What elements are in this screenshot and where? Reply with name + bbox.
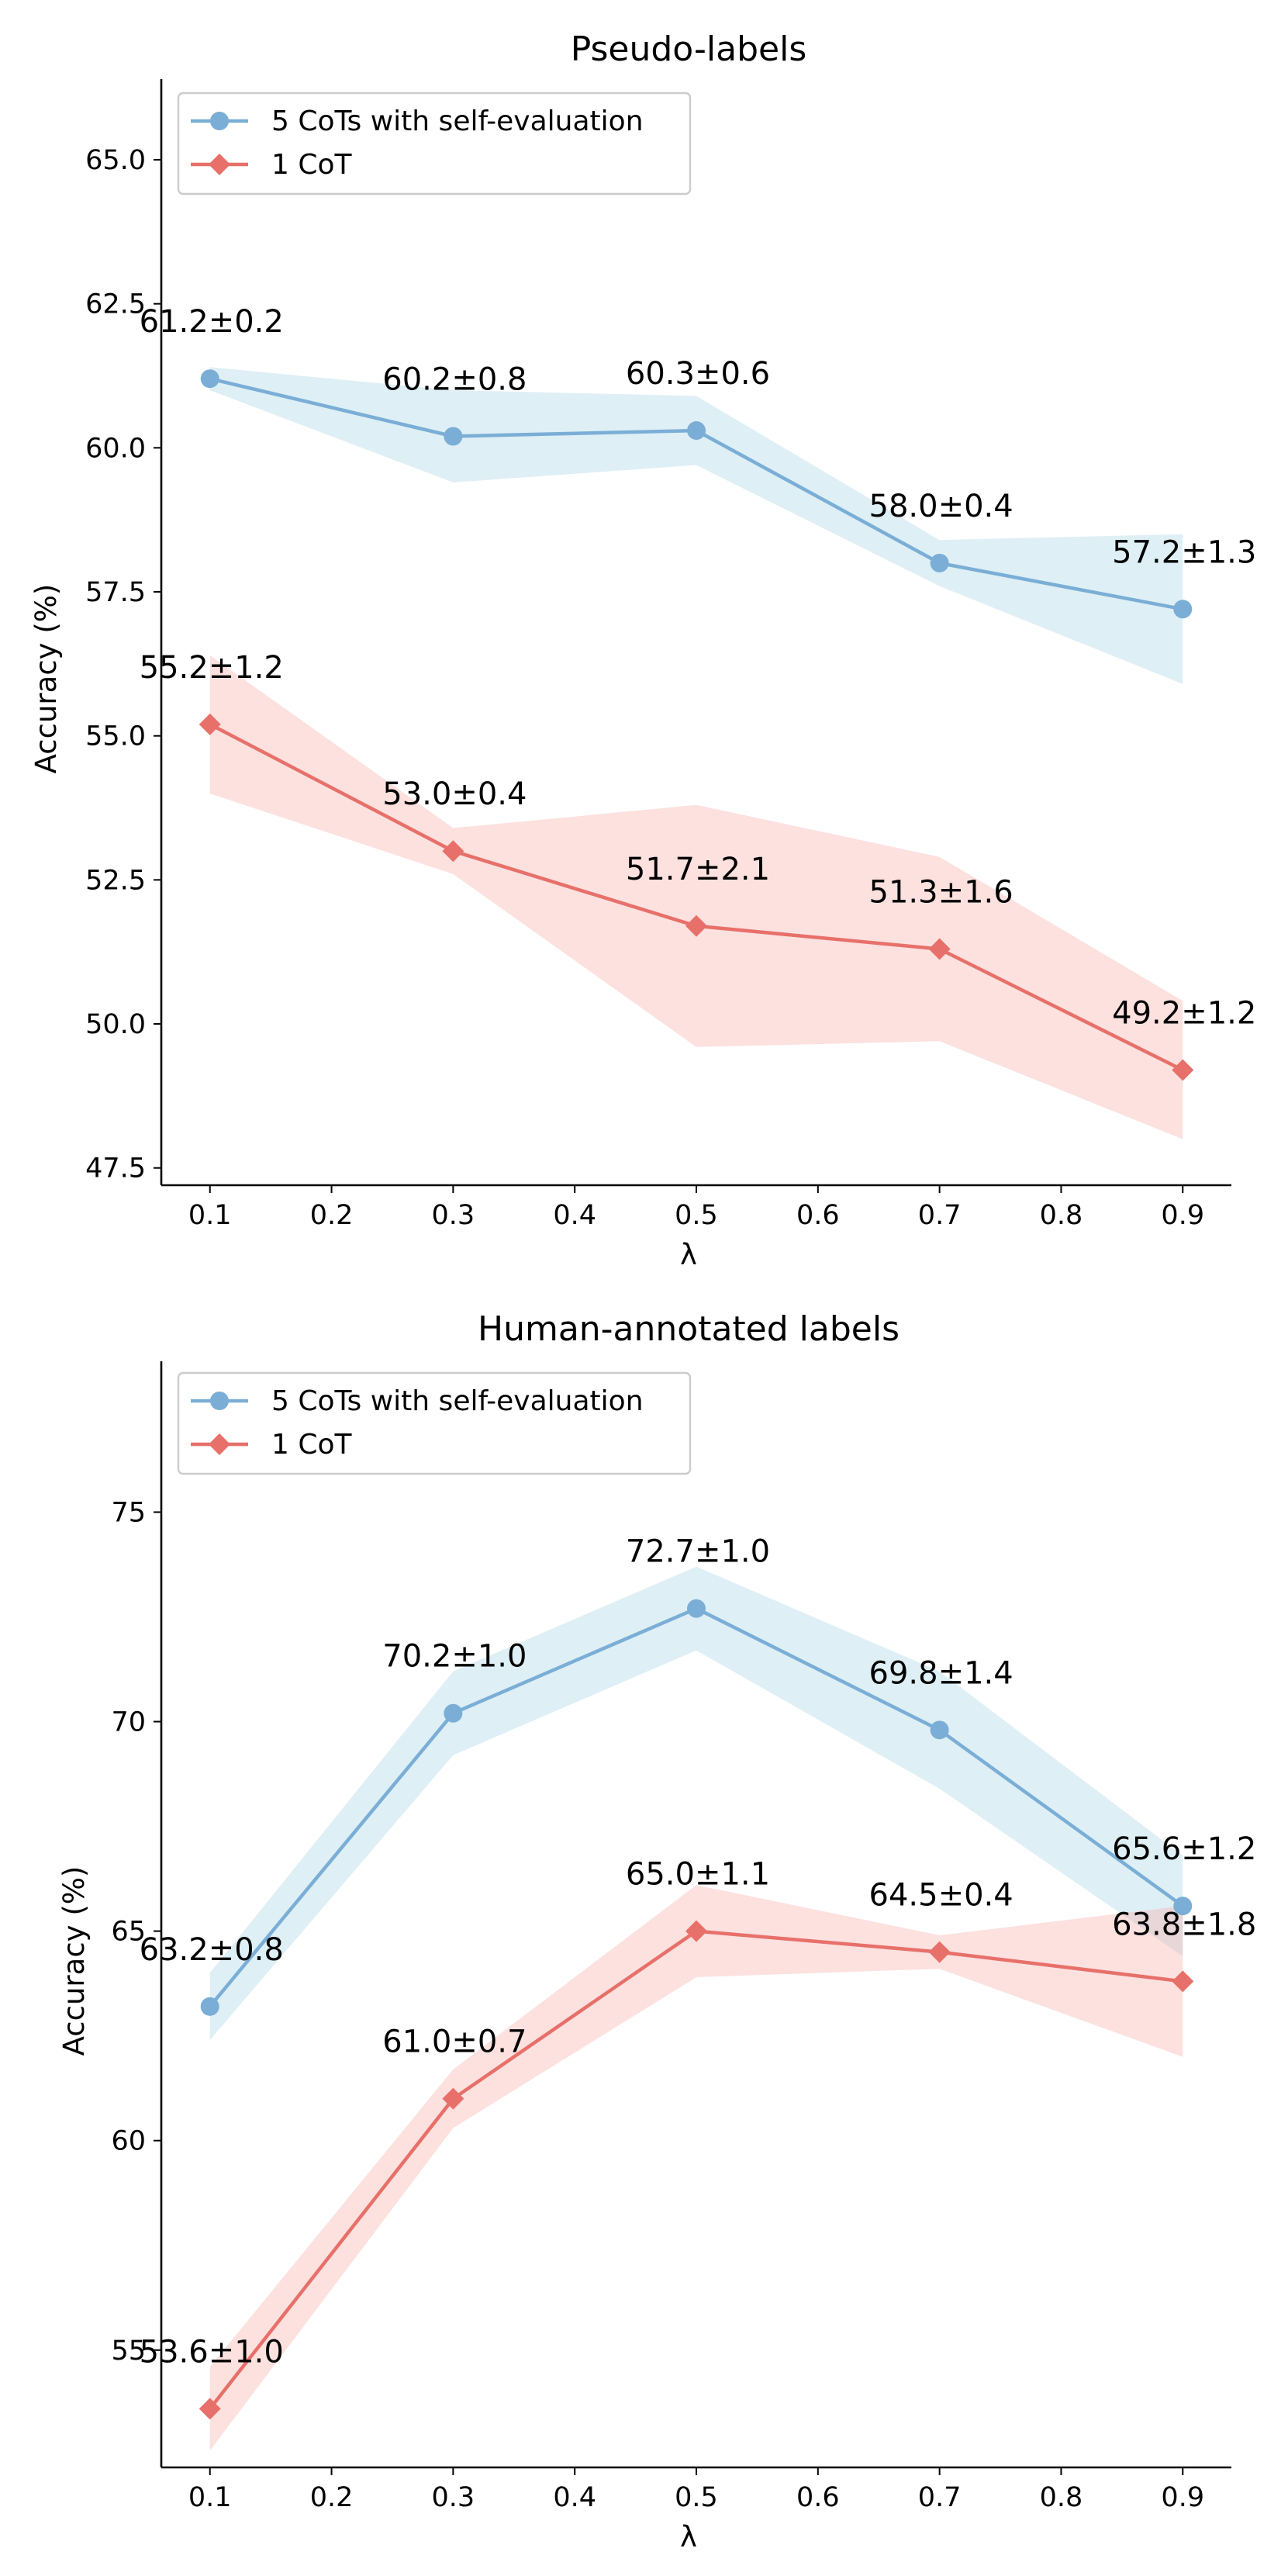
data-point xyxy=(444,427,463,446)
data-point xyxy=(1172,1059,1194,1081)
data-point xyxy=(1173,1897,1193,1916)
data-label: 51.3±1.6 xyxy=(869,874,1013,910)
data-label: 63.8±1.8 xyxy=(1112,1907,1256,1942)
data-label: 61.0±0.7 xyxy=(382,2024,527,2060)
data-label: 60.2±0.8 xyxy=(382,361,527,397)
confidence-band-series-0 xyxy=(209,1566,1183,2040)
data-label: 64.5±0.4 xyxy=(869,1878,1013,1914)
y-tick-label: 47.5 xyxy=(85,1153,146,1184)
legend-label: 5 CoTs with self-evaluation xyxy=(271,1385,644,1417)
data-point xyxy=(444,1703,463,1723)
x-tick-label: 0.8 xyxy=(1040,1200,1083,1231)
y-tick-label: 60 xyxy=(111,2126,146,2157)
data-label: 65.0±1.1 xyxy=(626,1857,770,1893)
data-point xyxy=(200,1997,219,2016)
legend-marker xyxy=(209,1433,230,1455)
x-tick-label: 0.7 xyxy=(918,1200,962,1231)
x-tick-label: 0.6 xyxy=(796,1200,840,1231)
x-tick-label: 0.5 xyxy=(675,2482,718,2513)
x-tick-label: 0.9 xyxy=(1161,2482,1204,2513)
legend xyxy=(177,92,692,195)
data-point xyxy=(687,1599,706,1618)
legend-marker xyxy=(210,112,229,130)
x-tick-label: 0.1 xyxy=(188,2482,232,2513)
y-tick-label: 60.0 xyxy=(85,433,146,464)
data-label: 55.2±1.2 xyxy=(140,650,284,686)
y-axis-label: Accuracy (%) xyxy=(57,1866,91,2056)
y-tick-label: 52.5 xyxy=(85,865,146,896)
confidence-band-series-1 xyxy=(209,1885,1183,2451)
y-tick-label: 75 xyxy=(111,1497,146,1528)
y-tick-label: 62.5 xyxy=(85,289,146,320)
x-tick-label: 0.8 xyxy=(1040,2482,1083,2513)
data-label: 60.3±0.6 xyxy=(626,356,770,392)
y-tick-label: 55 xyxy=(111,2336,146,2367)
y-tick-label: 65 xyxy=(111,1917,146,1948)
data-point xyxy=(1172,1970,1194,1993)
x-tick-label: 0.9 xyxy=(1161,1200,1204,1231)
data-label: 61.2±0.2 xyxy=(140,304,284,340)
data-point xyxy=(930,553,949,572)
data-point xyxy=(930,1720,949,1740)
legend-label: 1 CoT xyxy=(271,149,353,181)
x-tick-label: 0.6 xyxy=(796,2482,840,2513)
data-label: 53.6±1.0 xyxy=(140,2334,284,2370)
chart-title: Human-annotated labels xyxy=(478,1309,900,1349)
legend-label: 5 CoTs with self-evaluation xyxy=(271,105,644,137)
data-label: 63.2±0.8 xyxy=(140,1932,284,1968)
data-label: 72.7±1.0 xyxy=(626,1534,770,1570)
data-point xyxy=(199,2398,221,2420)
data-label: 57.2±1.3 xyxy=(1112,534,1256,570)
legend-marker xyxy=(210,1392,229,1410)
y-tick-label: 65.0 xyxy=(85,145,146,176)
chart-title: Pseudo-labels xyxy=(571,29,807,69)
x-axis-label: λ xyxy=(680,1238,697,1271)
data-point xyxy=(928,938,951,960)
data-label: 49.2±1.2 xyxy=(1112,995,1256,1031)
y-tick-label: 57.5 xyxy=(85,577,146,608)
data-point xyxy=(928,1941,951,1963)
legend-label: 1 CoT xyxy=(271,1429,353,1461)
x-tick-label: 0.2 xyxy=(310,2482,354,2513)
y-tick-label: 70 xyxy=(111,1707,146,1738)
x-tick-label: 0.4 xyxy=(553,2482,596,2513)
x-axis-label: λ xyxy=(680,2520,697,2554)
data-point xyxy=(1173,600,1193,619)
legend-marker xyxy=(209,154,230,175)
data-label: 69.8±1.4 xyxy=(869,1655,1013,1691)
y-axis-label: Accuracy (%) xyxy=(29,584,63,774)
data-point xyxy=(685,1920,707,1942)
data-point xyxy=(685,915,707,937)
x-tick-label: 0.3 xyxy=(432,1200,475,1231)
data-point xyxy=(200,369,219,389)
confidence-band-series-1 xyxy=(209,655,1183,1139)
y-tick-label: 50.0 xyxy=(85,1009,146,1040)
y-tick-label: 55.0 xyxy=(85,721,146,752)
data-label: 51.7±2.1 xyxy=(626,852,770,887)
data-point xyxy=(442,840,464,863)
x-tick-label: 0.7 xyxy=(918,2482,962,2513)
data-label: 65.6±1.2 xyxy=(1112,1831,1256,1867)
x-tick-label: 0.3 xyxy=(432,2482,475,2513)
confidence-band-series-0 xyxy=(209,367,1183,684)
legend xyxy=(177,1371,692,1475)
data-label: 70.2±1.0 xyxy=(382,1639,527,1675)
data-point xyxy=(687,421,706,441)
data-label: 58.0±0.4 xyxy=(869,489,1013,524)
x-tick-label: 0.2 xyxy=(310,1200,354,1231)
x-tick-label: 0.1 xyxy=(188,1200,232,1231)
x-tick-label: 0.4 xyxy=(553,1200,596,1231)
chart-pseudo-labels: Pseudo-labels 61.2±0.2 60.2±0.8 60.3±0.6 58.… xyxy=(29,29,1256,1271)
data-point xyxy=(199,713,221,735)
chart-human-annotated-labels: Human-annotated labels 63.2±0.8 70.2±1.0 72… xyxy=(57,1309,1256,2554)
data-label: 53.0±0.4 xyxy=(382,776,527,812)
x-tick-label: 0.5 xyxy=(675,1200,718,1231)
data-point xyxy=(442,2087,464,2110)
